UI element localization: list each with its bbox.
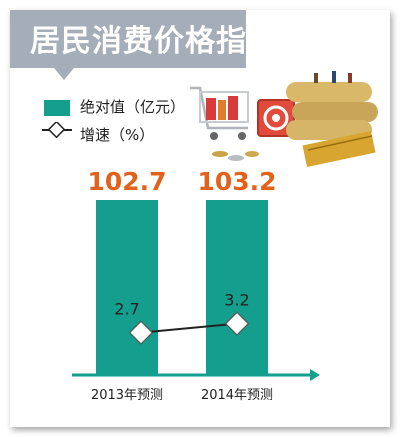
bar-value-label-1: 102.7 <box>87 167 166 196</box>
category-label-1: 2013年预测 <box>91 388 163 403</box>
legend-bar-label: 绝对值（亿元） <box>80 98 186 116</box>
coins-icon <box>212 151 259 161</box>
growth-marker-1 <box>128 320 154 345</box>
chart-card: 居民消费价格指数 绝对值（亿元） 增速（%） <box>10 10 390 427</box>
chart-title: 居民消费价格指数 <box>30 24 278 59</box>
legend-line-label: 增速（%） <box>80 126 155 144</box>
legend-bar-swatch <box>44 100 70 116</box>
growth-marker-2 <box>224 311 250 336</box>
bar-1 <box>96 200 158 375</box>
bar-2 <box>206 200 268 375</box>
bar-value-label-2: 103.2 <box>197 167 276 196</box>
category-label-2: 2014年预测 <box>201 388 273 403</box>
legend-line-icon <box>42 122 72 138</box>
growth-line <box>140 322 238 334</box>
growth-value-label-2: 3.2 <box>224 291 249 310</box>
abacus-icon <box>302 130 376 168</box>
growth-value-label-1: 2.7 <box>114 300 139 319</box>
shopping-cart-icon <box>190 86 249 140</box>
gold-scrolls-icon <box>286 71 378 140</box>
shopping-illustration <box>190 71 378 168</box>
bar-line-chart: 102.7 103.2 2.7 3.2 2013年预测 2014年预测 <box>72 167 320 403</box>
x-axis-arrow-icon <box>310 369 320 381</box>
title-banner: 居民消费价格指数 <box>10 10 277 80</box>
